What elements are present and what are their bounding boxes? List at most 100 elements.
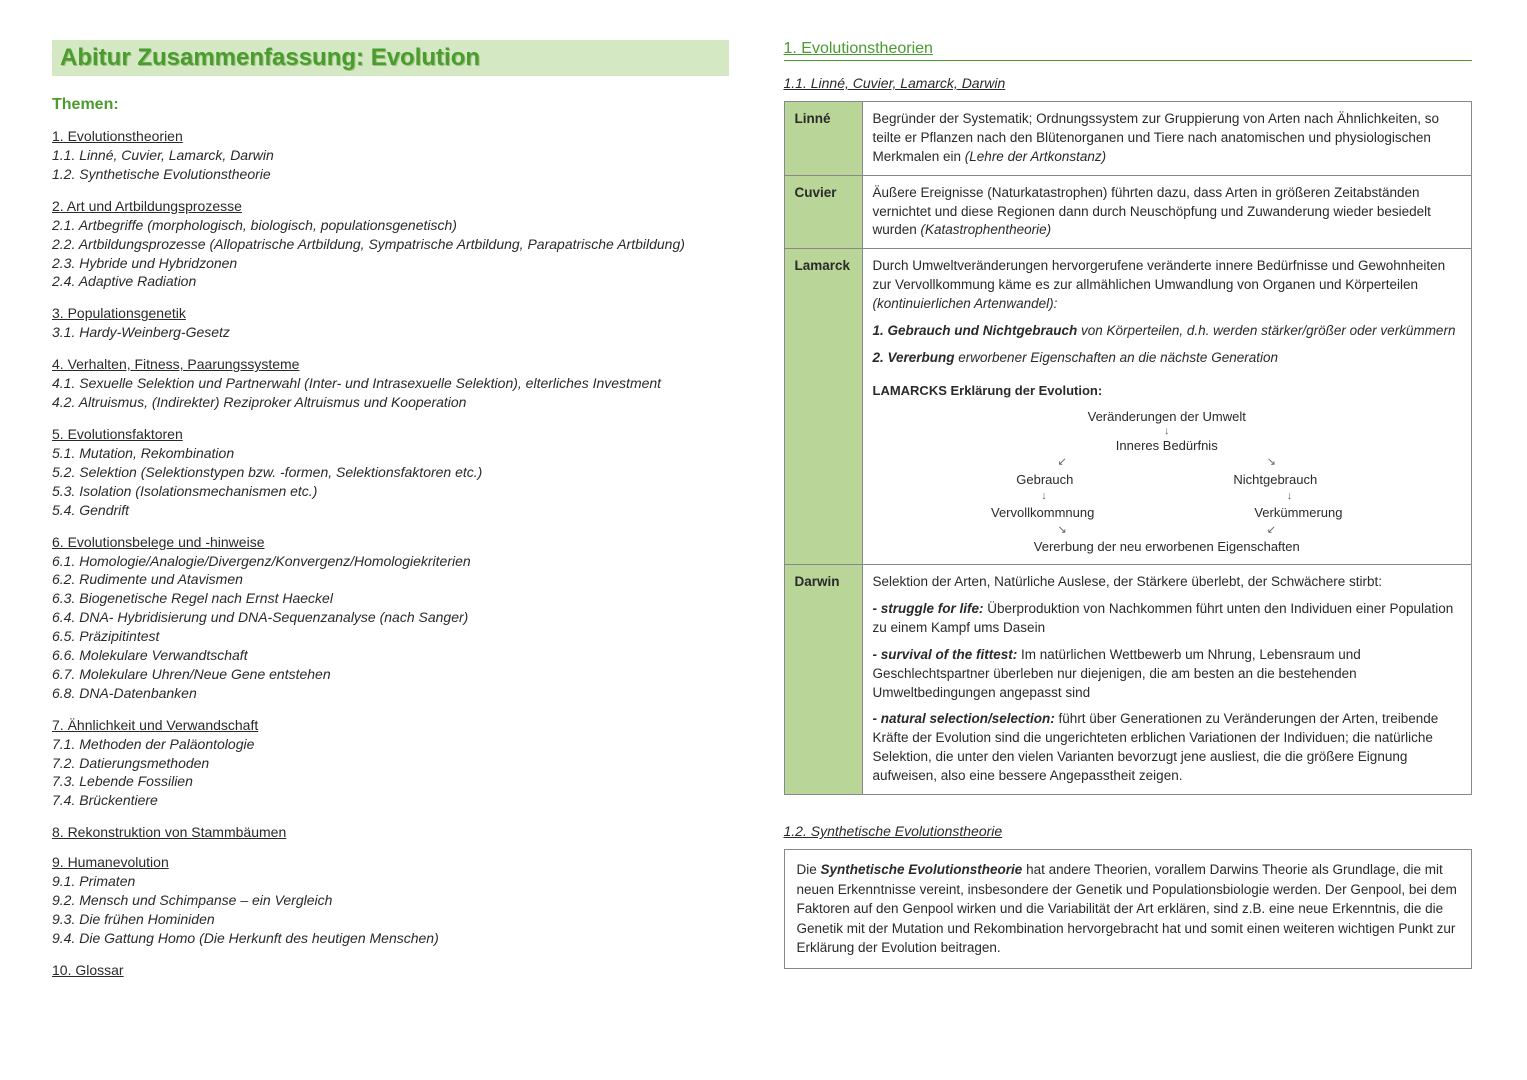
diag-nichtgebrauch: Nichtgebrauch	[1233, 471, 1317, 489]
lamarck-name: Lamarck	[784, 249, 862, 565]
arrow-pair-icon: ↓↓	[873, 489, 1462, 504]
diag-gebrauch: Gebrauch	[1016, 471, 1073, 489]
diag-level-3: Gebrauch Nichtgebrauch	[873, 471, 1462, 489]
table-row: Cuvier Äußere Ereignisse (Naturkatastrop…	[784, 175, 1472, 249]
diag-level-2: Inneres Bedürfnis	[873, 437, 1462, 455]
synthetic-theory-box: Die Synthetische Evolutionstheorie hat a…	[784, 849, 1473, 969]
table-of-contents: 1. Evolutionstheorien 1.1. Linné, Cuvier,…	[52, 128, 729, 978]
darwin-p3: - natural selection/selection: führt übe…	[873, 710, 1462, 786]
toc-sub: 9.3. Die frühen Hominiden	[52, 910, 729, 929]
pt2-bold: 2. Vererbung	[873, 350, 955, 365]
diag-verkuemm: Verkümmerung	[1254, 504, 1342, 522]
toc-sub: 6.5. Präzipitintest	[52, 627, 729, 646]
toc-heading: 6. Evolutionsbelege und -hinweise	[52, 534, 729, 550]
p2-bold: - survival of the fittest:	[873, 647, 1018, 662]
toc-block: 8. Rekonstruktion von Stammbäumen	[52, 824, 729, 840]
section-1-title: 1. Evolutionstheorien	[784, 40, 1473, 61]
linne-ital: (Lehre der Artkonstanz)	[965, 149, 1106, 164]
toc-block: 5. Evolutionsfaktoren 5.1. Mutation, Reko…	[52, 426, 729, 520]
table-row: Linné Begründer der Systematik; Ordnungs…	[784, 102, 1472, 176]
toc-sub: 6.4. DNA- Hybridisierung und DNA-Sequenz…	[52, 608, 729, 627]
subsection-1-1: 1.1. Linné, Cuvier, Lamarck, Darwin	[784, 75, 1473, 91]
cuvier-name: Cuvier	[784, 175, 862, 249]
toc-sub: 4.2. Altruismus, (Indirekter) Reziproker…	[52, 393, 729, 412]
toc-sub: 6.7. Molekulare Uhren/Neue Gene entstehe…	[52, 665, 729, 684]
toc-block: 7. Ähnlichkeit und Verwandschaft 7.1. Met…	[52, 717, 729, 811]
toc-heading: 10. Glossar	[52, 962, 729, 978]
toc-heading: 8. Rekonstruktion von Stammbäumen	[52, 824, 729, 840]
lamarck-cell: Durch Umweltveränderungen hervorgerufene…	[862, 249, 1472, 565]
toc-sub: 3.1. Hardy-Weinberg-Gesetz	[52, 323, 729, 342]
p3-bold: - natural selection/selection:	[873, 711, 1055, 726]
diagram-title: LAMARCKS Erklärung der Evolution:	[873, 382, 1462, 400]
toc-sub: 5.2. Selektion (Selektionstypen bzw. -fo…	[52, 463, 729, 482]
toc-heading: 2. Art und Artbildungsprozesse	[52, 198, 729, 214]
toc-sub: 6.2. Rudimente und Atavismen	[52, 570, 729, 589]
pt2-rest: erworbener Eigenschaften an die nächste …	[955, 350, 1278, 365]
linne-text: Begründer der Systematik; Ordnungssystem…	[873, 111, 1440, 164]
lamarck-diagram: LAMARCKS Erklärung der Evolution: Veränd…	[873, 382, 1462, 556]
themen-label: Themen:	[52, 96, 729, 114]
subsection-1-2: 1.2. Synthetische Evolutionstheorie	[784, 823, 1473, 839]
toc-heading: 5. Evolutionsfaktoren	[52, 426, 729, 442]
toc-sub: 5.4. Gendrift	[52, 501, 729, 520]
toc-block: 1. Evolutionstheorien 1.1. Linné, Cuvier,…	[52, 128, 729, 184]
left-column: Abitur Zusammenfassung: Evolution Themen…	[0, 0, 764, 1080]
toc-heading: 1. Evolutionstheorien	[52, 128, 729, 144]
toc-block: 4. Verhalten, Fitness, Paarungssysteme 4.…	[52, 356, 729, 412]
toc-sub: 5.1. Mutation, Rekombination	[52, 444, 729, 463]
arrow-split-icon: ↙↘	[873, 455, 1462, 470]
toc-sub: 7.4. Brückentiere	[52, 791, 729, 810]
box-bold: Synthetische Evolutionstheorie	[821, 862, 1023, 877]
box-pre: Die	[797, 862, 821, 877]
diag-level-1: Veränderungen der Umwelt	[873, 408, 1462, 426]
p1-bold: - struggle for life:	[873, 601, 984, 616]
diag-vervoll: Vervollkommnung	[991, 504, 1094, 522]
toc-sub: 2.2. Artbildungsprozesse (Allopatrische …	[52, 235, 729, 254]
toc-sub: 9.1. Primaten	[52, 872, 729, 891]
toc-sub: 1.1. Linné, Cuvier, Lamarck, Darwin	[52, 146, 729, 165]
diag-level-5: Vererbung der neu erworbenen Eigenschaft…	[873, 538, 1462, 556]
darwin-name: Darwin	[784, 565, 862, 795]
toc-sub: 6.1. Homologie/Analogie/Divergenz/Konver…	[52, 552, 729, 571]
cuvier-cell: Äußere Ereignisse (Naturkatastrophen) fü…	[862, 175, 1472, 249]
pt1-bold: 1. Gebrauch und Nichtgebrauch	[873, 323, 1078, 338]
darwin-p1: - struggle for life: Überproduktion von …	[873, 600, 1462, 638]
toc-sub: 9.4. Die Gattung Homo (Die Herkunft des …	[52, 929, 729, 948]
table-row: Darwin Selektion der Arten, Natürliche A…	[784, 565, 1472, 795]
toc-block: 10. Glossar	[52, 962, 729, 978]
toc-sub: 9.2. Mensch und Schimpanse – ein Verglei…	[52, 891, 729, 910]
linne-cell: Begründer der Systematik; Ordnungssystem…	[862, 102, 1472, 176]
toc-block: 6. Evolutionsbelege und -hinweise 6.1. Ho…	[52, 534, 729, 703]
toc-sub: 7.2. Datierungsmethoden	[52, 754, 729, 773]
lamarck-intro: Durch Umweltveränderungen hervorgerufene…	[873, 258, 1446, 292]
arrow-down-icon: ↓	[873, 426, 1462, 437]
lamarck-point-1: 1. Gebrauch und Nichtgebrauch von Körper…	[873, 322, 1462, 341]
toc-sub: 6.3. Biogenetische Regel nach Ernst Haec…	[52, 589, 729, 608]
darwin-intro: Selektion der Arten, Natürliche Auslese,…	[873, 573, 1462, 592]
toc-heading: 9. Humanevolution	[52, 854, 729, 870]
darwin-p2: - survival of the fittest: Im natürliche…	[873, 646, 1462, 703]
toc-sub: 1.2. Synthetische Evolutionstheorie	[52, 165, 729, 184]
arrow-merge-icon: ↘↙	[873, 523, 1462, 538]
toc-sub: 2.4. Adaptive Radiation	[52, 272, 729, 291]
toc-sub: 2.3. Hybride und Hybridzonen	[52, 254, 729, 273]
cuvier-ital: (Katastrophentheorie)	[921, 222, 1052, 237]
toc-sub: 6.8. DNA-Datenbanken	[52, 684, 729, 703]
toc-block: 2. Art und Artbildungsprozesse 2.1. Artbe…	[52, 198, 729, 292]
table-row: Lamarck Durch Umweltveränderungen hervor…	[784, 249, 1472, 565]
linne-name: Linné	[784, 102, 862, 176]
toc-heading: 3. Populationsgenetik	[52, 305, 729, 321]
toc-heading: 7. Ähnlichkeit und Verwandschaft	[52, 717, 729, 733]
toc-block: 3. Populationsgenetik 3.1. Hardy-Weinberg…	[52, 305, 729, 342]
toc-sub: 4.1. Sexuelle Selektion und Partnerwahl …	[52, 374, 729, 393]
toc-sub: 7.1. Methoden der Paläontologie	[52, 735, 729, 754]
toc-sub: 2.1. Artbegriffe (morphologisch, biologi…	[52, 216, 729, 235]
toc-sub: 5.3. Isolation (Isolationsmechanismen et…	[52, 482, 729, 501]
right-column: 1. Evolutionstheorien 1.1. Linné, Cuvier…	[764, 0, 1527, 1080]
toc-block: 9. Humanevolution 9.1. Primaten9.2. Mensc…	[52, 854, 729, 948]
toc-sub: 6.6. Molekulare Verwandtschaft	[52, 646, 729, 665]
darwin-cell: Selektion der Arten, Natürliche Auslese,…	[862, 565, 1472, 795]
toc-heading: 4. Verhalten, Fitness, Paarungssysteme	[52, 356, 729, 372]
lamarck-point-2: 2. Vererbung erworbener Eigenschaften an…	[873, 349, 1462, 368]
